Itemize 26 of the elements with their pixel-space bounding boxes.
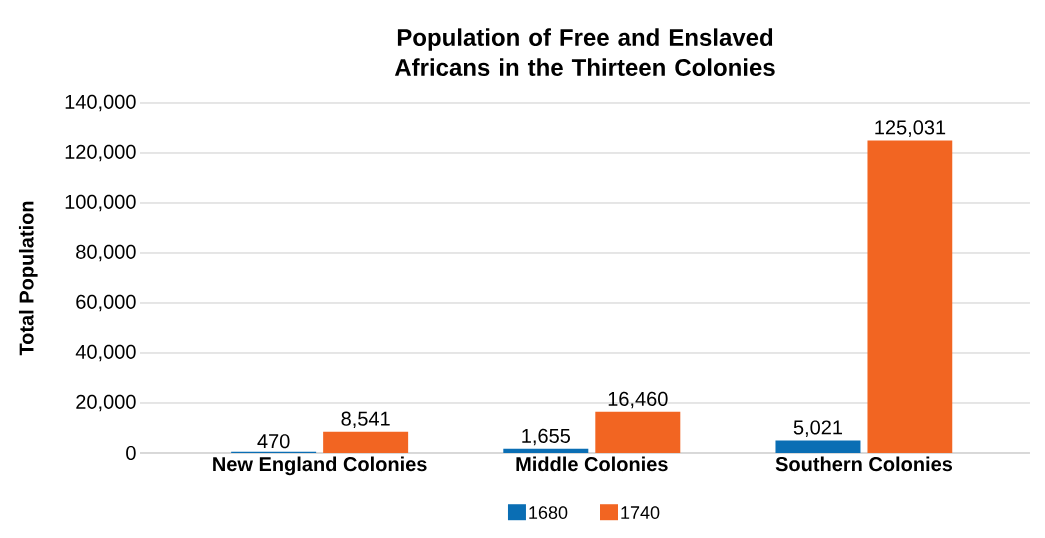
data-label: 470 (257, 434, 290, 449)
y-tick-label: 40,000 (75, 344, 136, 362)
x-tick-label: Southern Colonies (775, 456, 953, 472)
legend-label: 1740 (621, 506, 660, 519)
data-label: 1,655 (522, 428, 570, 446)
bar (323, 431, 409, 453)
x-tick-label: New England Colonies (213, 456, 427, 476)
legend-label: 1680 (529, 506, 568, 519)
bar (503, 448, 589, 453)
y-tick-label: 60,000 (76, 294, 136, 312)
x-tick-label: Middle Colonies (516, 456, 668, 472)
y-tick-label: 120,000 (65, 144, 136, 162)
data-label: 5,021 (793, 420, 843, 437)
chart-title: Population of Free and Enslaved Africans in the Thirteen Colonies (394, 28, 775, 76)
y-tick-label: 140,000 (65, 94, 136, 112)
bar (775, 440, 861, 453)
bar (867, 140, 953, 453)
data-label: 16,460 (608, 391, 668, 409)
y-tick-label: 20,000 (76, 394, 136, 412)
y-tick-label: 80,000 (76, 244, 136, 262)
bar (595, 411, 681, 453)
y-tick-label: 100,000 (65, 194, 136, 212)
data-label: 125,031 (875, 120, 946, 137)
y-axis-title: Total Population (18, 201, 38, 356)
data-label: 8,541 (341, 411, 390, 429)
y-tick-label: 0 (126, 445, 136, 461)
